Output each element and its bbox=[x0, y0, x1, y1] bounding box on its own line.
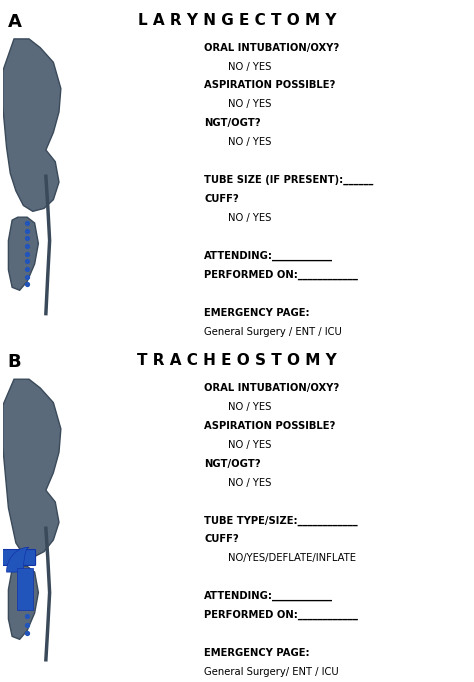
Polygon shape bbox=[9, 217, 38, 291]
Text: L A R Y N G E C T O M Y: L A R Y N G E C T O M Y bbox=[138, 13, 336, 28]
Polygon shape bbox=[3, 39, 61, 211]
Text: NO / YES: NO / YES bbox=[228, 213, 271, 223]
Text: CUFF?: CUFF? bbox=[204, 194, 239, 204]
Text: PERFORMED ON:____________: PERFORMED ON:____________ bbox=[204, 610, 358, 621]
Polygon shape bbox=[9, 566, 38, 639]
Text: ATTENDING:____________: ATTENDING:____________ bbox=[204, 591, 333, 602]
FancyBboxPatch shape bbox=[2, 550, 36, 565]
Text: PERFORMED ON:____________: PERFORMED ON:____________ bbox=[204, 270, 358, 280]
Text: CUFF?: CUFF? bbox=[204, 535, 239, 544]
Text: ORAL INTUBATION/OXY?: ORAL INTUBATION/OXY? bbox=[204, 383, 339, 393]
Text: ASPIRATION POSSIBLE?: ASPIRATION POSSIBLE? bbox=[204, 80, 336, 91]
Text: NO/YES/DEFLATE/INFLATE: NO/YES/DEFLATE/INFLATE bbox=[228, 553, 356, 563]
Text: TUBE SIZE (IF PRESENT):______: TUBE SIZE (IF PRESENT):______ bbox=[204, 175, 374, 186]
Text: NO / YES: NO / YES bbox=[228, 402, 271, 412]
Bar bbox=[17, 567, 33, 610]
Text: ATTENDING:____________: ATTENDING:____________ bbox=[204, 251, 333, 261]
Text: A: A bbox=[8, 13, 21, 31]
Polygon shape bbox=[3, 379, 61, 557]
Text: T R A C H E O S T O M Y: T R A C H E O S T O M Y bbox=[137, 353, 337, 368]
Text: TUBE TYPE/SIZE:____________: TUBE TYPE/SIZE:____________ bbox=[204, 516, 358, 526]
Text: NO / YES: NO / YES bbox=[228, 61, 271, 72]
Text: NGT/OGT?: NGT/OGT? bbox=[204, 119, 261, 128]
Text: NGT/OGT?: NGT/OGT? bbox=[204, 459, 261, 469]
Text: ORAL INTUBATION/OXY?: ORAL INTUBATION/OXY? bbox=[204, 43, 339, 53]
Text: NO / YES: NO / YES bbox=[228, 477, 271, 488]
Text: EMERGENCY PAGE:: EMERGENCY PAGE: bbox=[204, 648, 310, 658]
Text: General Surgery/ ENT / ICU: General Surgery/ ENT / ICU bbox=[204, 667, 339, 677]
Text: NO / YES: NO / YES bbox=[228, 100, 271, 109]
Text: B: B bbox=[8, 353, 21, 371]
Text: NO / YES: NO / YES bbox=[228, 440, 271, 449]
Text: EMERGENCY PAGE:: EMERGENCY PAGE: bbox=[204, 308, 310, 318]
Polygon shape bbox=[7, 547, 29, 572]
Text: General Surgery / ENT / ICU: General Surgery / ENT / ICU bbox=[204, 327, 342, 337]
Text: ASPIRATION POSSIBLE?: ASPIRATION POSSIBLE? bbox=[204, 421, 336, 431]
Text: NO / YES: NO / YES bbox=[228, 137, 271, 147]
